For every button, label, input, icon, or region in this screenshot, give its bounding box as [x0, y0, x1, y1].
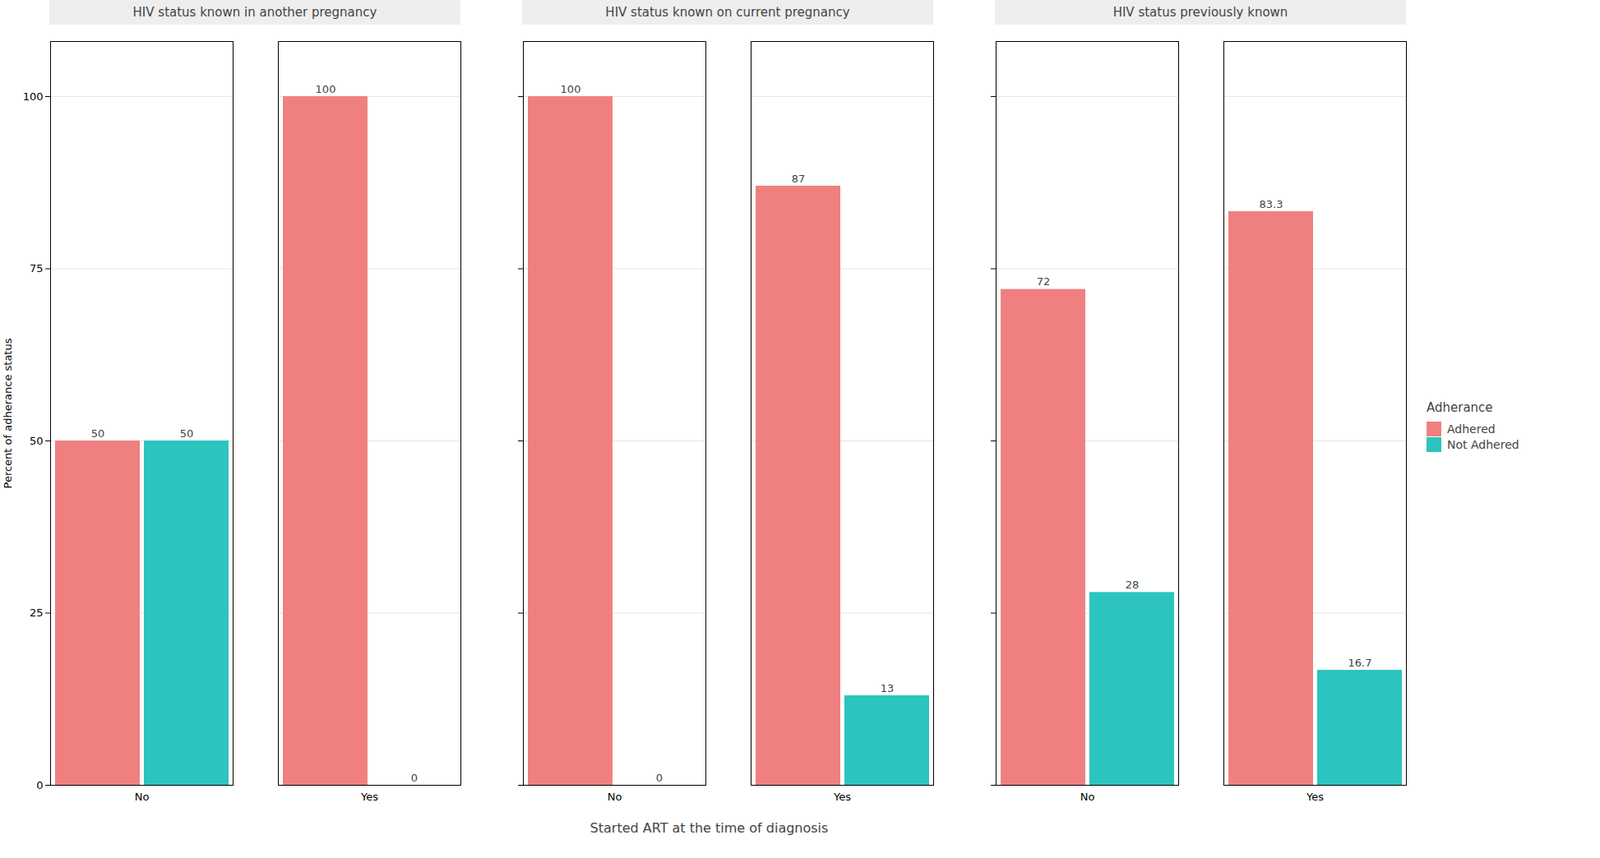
svg-text:13: 13	[880, 682, 895, 695]
svg-text:100: 100	[23, 90, 44, 103]
svg-text:Yes: Yes	[1305, 790, 1324, 804]
svg-text:50: 50	[91, 427, 106, 440]
html-text:HIV status known on current pr: HIV status known on current pregnancy	[605, 4, 850, 20]
svg-text:50: 50	[29, 434, 44, 448]
svg-text:Yes: Yes	[360, 790, 379, 804]
svg-text:0: 0	[656, 772, 663, 785]
svg-text:No: No	[607, 790, 623, 804]
svg-text:0: 0	[36, 779, 43, 792]
html-text:Not Adhered: Not Adhered	[1447, 437, 1520, 451]
svg-text:No: No	[1080, 790, 1096, 804]
svg-text:100: 100	[315, 83, 337, 96]
svg-text:50: 50	[180, 427, 195, 440]
html-text:HIV status known in another pr: HIV status known in another pregnancy	[132, 4, 377, 20]
html-text:Started ART at the time of dia: Started ART at the time of diagnosis	[590, 820, 829, 837]
html-text:Adhered: Adhered	[1447, 422, 1496, 436]
svg-text:25: 25	[29, 606, 44, 620]
svg-text:Yes: Yes	[832, 790, 851, 804]
html-text:HIV status previously known: HIV status previously known	[1113, 4, 1288, 20]
svg-text:0: 0	[411, 772, 418, 785]
svg-text:72: 72	[1036, 275, 1051, 288]
html-text:Adherance: Adherance	[1426, 400, 1493, 415]
svg-text:83.3: 83.3	[1259, 198, 1284, 211]
svg-text:16.7: 16.7	[1348, 656, 1373, 670]
svg-text:No: No	[134, 790, 150, 804]
svg-text:100: 100	[560, 83, 582, 96]
svg-text:75: 75	[29, 262, 44, 275]
svg-text:28: 28	[1125, 578, 1140, 592]
svg-text:Percent of adherance status: Percent of adherance status	[1, 337, 14, 489]
svg-text:87: 87	[791, 172, 806, 185]
